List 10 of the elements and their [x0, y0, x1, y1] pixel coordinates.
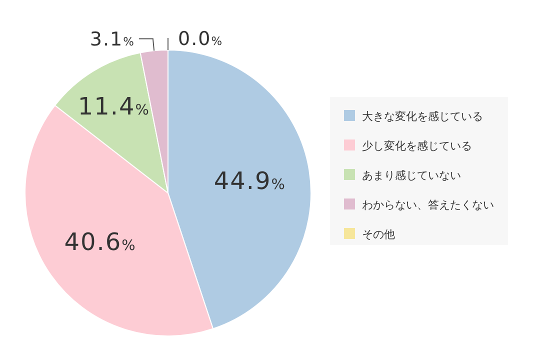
text: 0.0% [178, 28, 224, 50]
legend-label: あまり感じていない [362, 169, 461, 182]
data-label: 44.9% [214, 166, 286, 195]
legend-label: その他 [362, 228, 395, 241]
data-label: 40.6% [64, 228, 136, 256]
data-label: 3.1% [90, 28, 135, 51]
legend-label: 大きな変化を感じている [362, 110, 483, 123]
legend-label: 少し変化を感じている [362, 140, 472, 152]
data-label: 11.4% [78, 92, 150, 120]
legend-label: わからない、答えたくない [362, 198, 494, 212]
